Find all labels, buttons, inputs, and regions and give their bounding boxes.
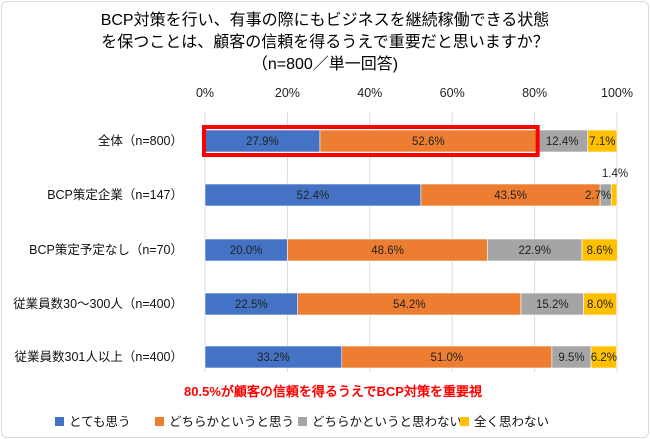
data-label: 8.0% [587, 299, 613, 311]
x-tick-label: 80% [522, 86, 547, 100]
legend-label: どちらかというと思わない [312, 415, 462, 429]
data-label: 52.4% [297, 190, 330, 202]
bar-segment [590, 345, 617, 369]
data-label: 22.5% [235, 299, 268, 311]
bar-segments [204, 129, 618, 369]
chart-title-line-2: を保つことは、顧客の信頼を得るうえで重要だと思いますか？ [101, 33, 549, 51]
data-label: 52.6% [412, 136, 445, 148]
category-label: BCP策定予定なし（n=70） [29, 242, 183, 257]
bar-segment [581, 238, 618, 262]
data-label: 1.4% [602, 168, 628, 180]
legend-swatch [460, 417, 469, 426]
category-label: BCP策定企業（n=147） [47, 187, 183, 202]
category-label: 従業員数30～300人（n=400） [13, 296, 183, 311]
data-label: 51.0% [431, 352, 464, 364]
data-label: 54.2% [393, 299, 426, 311]
bar-segment [610, 183, 618, 207]
data-label: 33.2% [257, 352, 290, 364]
x-tick-label: 100% [601, 86, 633, 100]
data-label: 48.6% [371, 245, 404, 257]
annotation-text: 80.5%が顧客の信頼を得るうえでBCP対策を重要視 [184, 384, 482, 399]
bar-segment [587, 129, 618, 153]
chart-title-line-1: BCP対策を行い、有事の際にもビジネスを継続稼働できる状態 [101, 11, 550, 29]
legend: とても思う どちらかというと思う どちらかというと思わない 全く思わない [55, 414, 549, 429]
highlight-box [202, 125, 540, 157]
data-label: 43.5% [494, 190, 527, 202]
data-label: 12.4% [546, 136, 579, 148]
x-tick-label: 60% [440, 86, 465, 100]
data-label: 15.2% [536, 299, 569, 311]
data-label: 9.5% [558, 352, 584, 364]
chart-title: BCP対策を行い、有事の際にもビジネスを継続稼働できる状態 を保つことは、顧客の… [101, 11, 550, 73]
x-tick-label: 40% [357, 86, 382, 100]
legend-swatch [298, 417, 307, 426]
legend-label: どちらかというと思う [169, 415, 294, 429]
data-label: 8.6% [587, 245, 613, 257]
x-tick-label: 20% [275, 86, 300, 100]
legend-swatch [55, 417, 64, 426]
category-label: 全体（n=800） [98, 133, 183, 148]
category-labels: 全体（n=800） BCP策定企業（n=147） BCP策定予定なし（n=70） 従業… [13, 133, 183, 364]
legend-label: とても思う [69, 415, 131, 429]
chart-title-line-3: （n=800／単一回答) [252, 55, 398, 73]
bar-segment [583, 292, 617, 316]
data-label: 7.1% [589, 136, 615, 148]
data-label: 2.7% [585, 190, 611, 202]
legend-label: 全く思わない [474, 414, 549, 429]
data-label: 20.0% [230, 245, 263, 257]
x-tick-label: 0% [196, 86, 214, 100]
highlight-rect [202, 125, 540, 157]
legend-swatch [155, 417, 164, 426]
category-label: 従業員数301人以上（n=400） [15, 349, 183, 364]
data-label: 6.2% [591, 352, 617, 364]
data-label: 22.9% [519, 245, 552, 257]
data-label: 27.9% [246, 136, 279, 148]
x-axis-ticks: 0% 20% 40% 60% 80% 100% [196, 86, 633, 100]
data-labels: 27.9% 52.6% 12.4% 7.1% 52.4% 43.5% 2.7% 1.4% 20.… [230, 136, 628, 364]
